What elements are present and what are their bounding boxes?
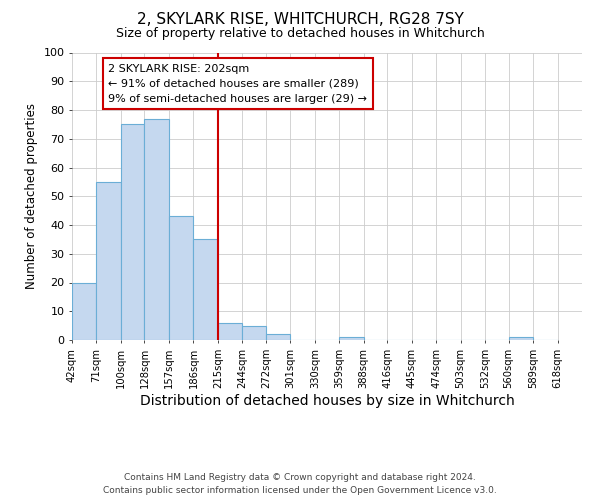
Bar	[145, 118, 169, 340]
Text: 2, SKYLARK RISE, WHITCHURCH, RG28 7SY: 2, SKYLARK RISE, WHITCHURCH, RG28 7SY	[137, 12, 463, 28]
Bar	[72, 282, 97, 340]
Bar	[121, 124, 145, 340]
Bar	[339, 337, 364, 340]
Bar	[169, 216, 193, 340]
Bar	[218, 323, 242, 340]
Bar	[509, 337, 533, 340]
Bar	[242, 326, 266, 340]
Text: 2 SKYLARK RISE: 202sqm
← 91% of detached houses are smaller (289)
9% of semi-det: 2 SKYLARK RISE: 202sqm ← 91% of detached…	[108, 64, 367, 104]
X-axis label: Distribution of detached houses by size in Whitchurch: Distribution of detached houses by size …	[140, 394, 514, 407]
Bar	[266, 334, 290, 340]
Bar	[97, 182, 121, 340]
Y-axis label: Number of detached properties: Number of detached properties	[25, 104, 38, 289]
Bar	[193, 240, 218, 340]
Text: Size of property relative to detached houses in Whitchurch: Size of property relative to detached ho…	[116, 28, 484, 40]
Text: Contains HM Land Registry data © Crown copyright and database right 2024.
Contai: Contains HM Land Registry data © Crown c…	[103, 474, 497, 495]
